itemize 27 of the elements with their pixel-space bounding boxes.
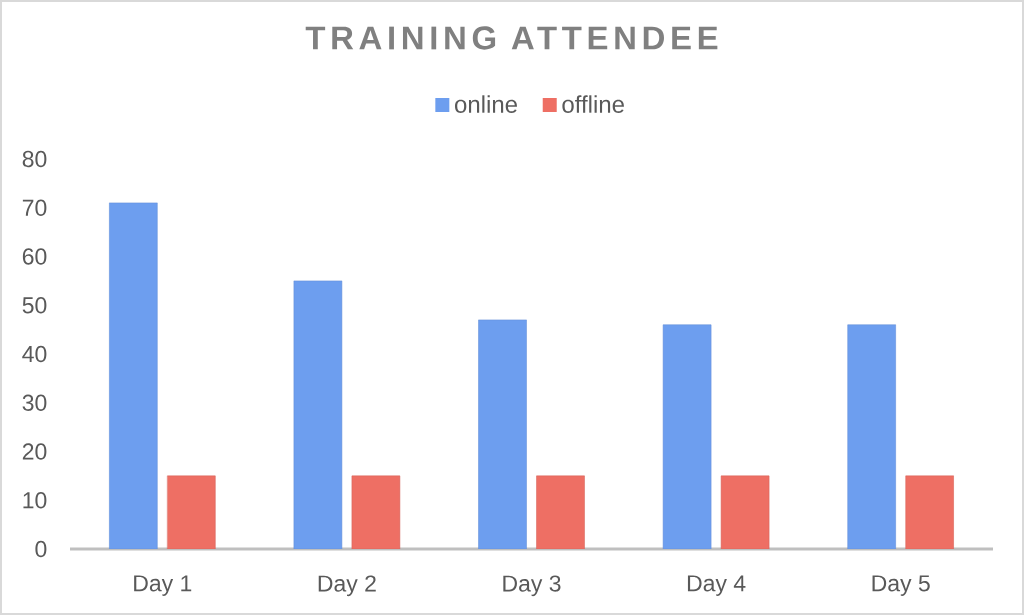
chart-title: TRAINING ATTENDEE (305, 26, 718, 50)
y-tick-label: 40 (22, 345, 47, 363)
bar (847, 324, 896, 549)
y-tick-label: 20 (22, 443, 47, 460)
bar (167, 475, 216, 549)
x-tick-label: Day 2 (318, 575, 376, 597)
x-tick-label: Day 5 (872, 575, 930, 596)
y-tick-label: 70 (22, 199, 47, 216)
bar (720, 475, 770, 549)
y-tick-label: 10 (23, 492, 47, 509)
bar (293, 280, 343, 549)
x-tick-label: Day 4 (687, 575, 746, 596)
legend-label: online (455, 95, 517, 113)
y-tick-label: 80 (22, 150, 47, 168)
legend-label: offline (562, 95, 624, 113)
bar (905, 475, 954, 549)
bar (351, 475, 401, 549)
y-tick-label: 60 (22, 248, 47, 265)
bar (662, 324, 712, 549)
x-tick-label: Day 3 (503, 575, 561, 597)
y-tick-label: 30 (22, 394, 47, 411)
x-tick-label: Day 1 (134, 575, 192, 596)
bar (109, 202, 158, 549)
bar (478, 319, 527, 549)
y-tick-label: 50 (22, 297, 47, 314)
y-tick-label: 0 (35, 540, 47, 558)
bar (536, 475, 585, 549)
